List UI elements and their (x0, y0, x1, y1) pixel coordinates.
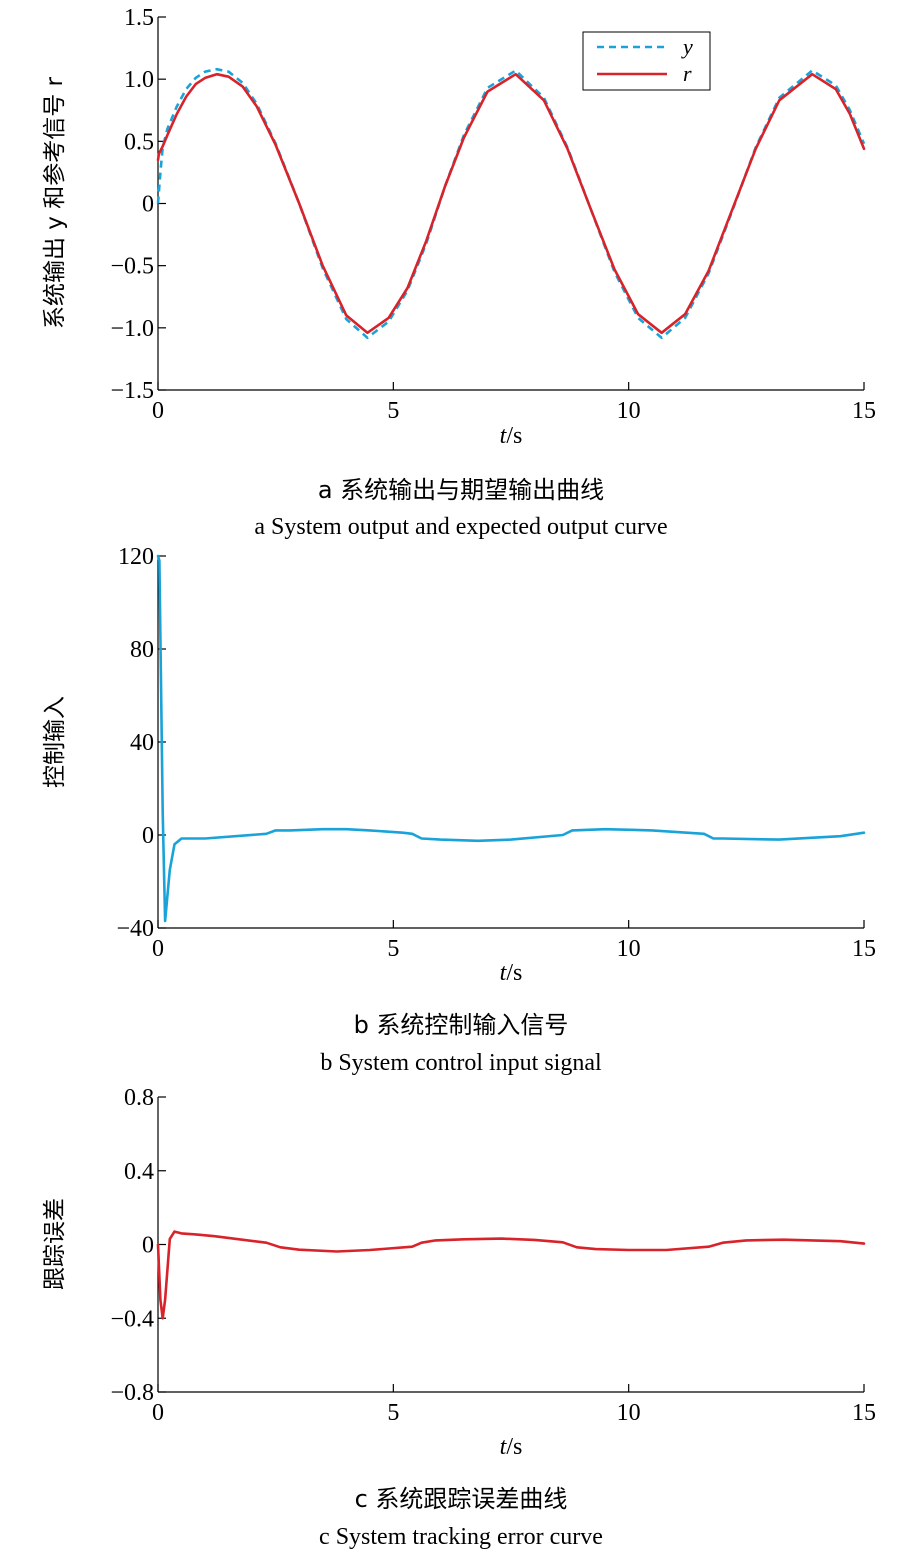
x-tick-label: 0 (152, 936, 164, 962)
y-tick-label: 120 (118, 544, 154, 570)
x-tick-label: 10 (617, 936, 641, 962)
series-line-r (156, 72, 866, 335)
y-tick-label: 0 (142, 1233, 154, 1259)
y-tick-label: 40 (130, 730, 154, 756)
y-axis-label: 跟踪误差 (42, 1198, 68, 1290)
x-axis-label-var: t (500, 423, 508, 449)
caption-cn: b 系统控制输入信号 (354, 1011, 569, 1039)
x-tick-label: 0 (152, 398, 164, 424)
caption-cn: c 系统跟踪误差曲线 (355, 1485, 568, 1513)
y-tick-label: 0 (142, 192, 154, 218)
x-tick-label: 5 (387, 936, 399, 962)
x-axis-label-unit: /s (506, 423, 522, 449)
x-tick-label: 5 (387, 398, 399, 424)
series-line-u (156, 554, 866, 923)
y-tick-label: 0.4 (124, 1159, 154, 1185)
legend-label-r: r (683, 61, 692, 86)
x-axis-label: t/s (500, 423, 523, 449)
series-line-y (156, 67, 866, 340)
caption-en: a System output and expected output curv… (254, 514, 667, 540)
x-tick-label: 15 (852, 398, 876, 424)
x-tick-label: 0 (152, 1400, 164, 1426)
y-tick-label: 80 (130, 637, 154, 663)
x-tick-label: 15 (852, 936, 876, 962)
caption-en: b System control input signal (320, 1050, 602, 1076)
x-tick-label: 10 (617, 1400, 641, 1426)
y-axis-label: 系统输出 y 和参考信号 r (42, 76, 68, 329)
y-tick-label: 0.5 (124, 129, 154, 155)
y-tick-label: −0.5 (110, 254, 154, 280)
x-axis-label-unit: /s (506, 1434, 522, 1460)
y-axis-label: 控制输入 (42, 696, 68, 788)
y-tick-label: −1.5 (110, 378, 154, 404)
y-tick-label: −0.4 (110, 1306, 154, 1332)
legend: yr (582, 31, 711, 91)
x-axis-label: t/s (500, 1434, 523, 1460)
series-line-e (156, 1230, 866, 1320)
legend-label-y: y (681, 34, 693, 59)
legend-box (582, 31, 711, 91)
x-axis-label-var: t (500, 1434, 508, 1460)
y-tick-label: 0.8 (124, 1085, 154, 1111)
x-tick-label: 5 (387, 1400, 399, 1426)
caption-cn: a 系统输出与期望输出曲线 (318, 476, 604, 504)
y-tick-label: 1.5 (124, 5, 154, 31)
y-tick-label: 1.0 (124, 67, 154, 93)
x-tick-label: 10 (617, 398, 641, 424)
y-tick-label: 0 (142, 823, 154, 849)
y-tick-label: −40 (116, 916, 154, 942)
x-axis-label-var: t (500, 960, 508, 986)
x-axis-label-unit: /s (506, 960, 522, 986)
x-axis-label: t/s (500, 960, 523, 986)
caption-en: c System tracking error curve (319, 1524, 603, 1550)
x-tick-label: 15 (852, 1400, 876, 1426)
y-tick-label: −1.0 (110, 316, 154, 342)
y-tick-label: −0.8 (110, 1380, 154, 1406)
